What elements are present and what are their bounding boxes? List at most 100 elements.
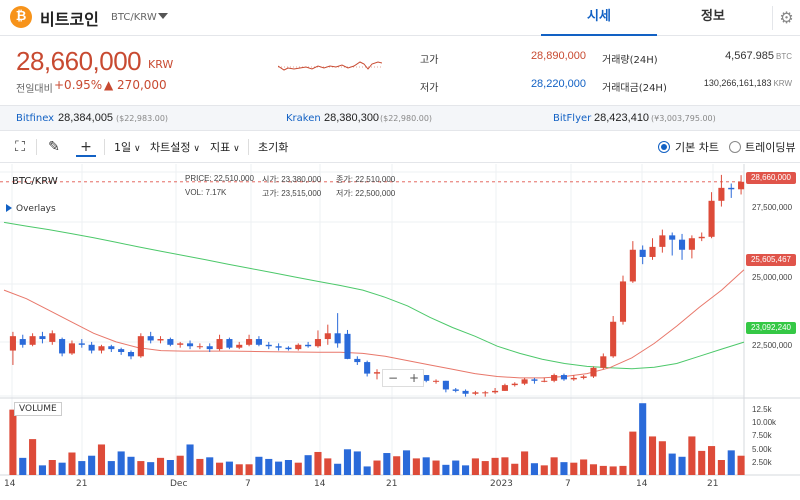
volume-bar [38,465,46,475]
tab-market[interactable]: 시세 [541,0,657,36]
legend-open: 시가: 23,380,000 [262,174,321,185]
legend-close: 종가: 22,510,000 [336,174,395,185]
candle-body [678,239,686,250]
indicators-menu[interactable]: 지표 ∨ [210,139,240,155]
candle-body [698,236,705,239]
turnover-24h-unit: KRW [773,79,792,88]
chart-settings-menu[interactable]: 차트설정 ∨ [150,139,200,155]
candle-body [472,392,479,394]
sparkline-line [278,61,382,71]
volume-bar [196,458,204,475]
candle-body [423,375,430,381]
volume-bar [107,461,115,475]
candle-body [432,380,440,382]
candle-body [236,344,243,348]
volume-bar [422,457,430,475]
chart-canvas[interactable] [0,164,800,500]
candle-body [147,336,154,341]
volume-bar [304,455,312,475]
candle-body [295,344,302,350]
volume-bar [383,453,391,475]
crosshair-icon[interactable]: + [76,137,96,157]
tab-info[interactable]: 정보 [701,9,725,24]
exchange-usd-kraken: ($22,980.00) [380,114,433,123]
volume-bar [609,466,617,475]
volume-bar [353,451,361,475]
candle-body [541,380,548,382]
volume-bar [186,444,194,475]
zoom-in-button[interactable]: + [408,371,420,385]
low-label: 저가 [420,83,439,94]
volume-bar [658,441,666,475]
chevron-down-icon: ∨ [190,144,200,154]
candle-body [649,246,656,257]
gear-icon[interactable]: ⚙ [772,6,800,30]
volume-bar [97,444,106,475]
high-label: 고가 [420,55,439,66]
volume-24h-unit: BTC [776,52,792,61]
x-tick-label: Dec [170,479,188,489]
basic-chart-radio[interactable] [658,141,670,153]
volume-bar [462,465,470,475]
coin-pair[interactable]: BTC/KRW [111,12,157,23]
volume-bar [727,450,735,475]
candle-body [708,200,715,237]
candle-body [462,390,469,394]
fullscreen-icon[interactable]: ⛶ [15,139,25,155]
chevron-down-icon[interactable] [158,13,168,19]
x-tick-label: 21 [76,479,88,489]
exchange-name-kraken[interactable]: Kraken [286,113,321,124]
volume-bar [678,456,686,475]
tradingview-label[interactable]: 트레이딩뷰 [745,141,796,154]
turnover-24h: 130,266,161,183 KRW [670,78,792,88]
candle-body [39,336,46,340]
exchange-price-kraken: 28,380,300 [324,112,380,124]
interval-select[interactable]: 1일 ∨ [114,139,141,155]
chevron-down-icon: ∨ [230,144,240,154]
volume-bar [166,460,174,475]
volume-bar [511,463,519,475]
candle-body [373,372,381,374]
x-tick-label: 2023 [490,479,513,489]
candle-body [255,339,262,345]
candle-body [551,375,558,381]
volume-bar [29,439,37,475]
y-tag-ma-short: 25,605,467 [746,254,796,266]
candle-body [501,385,508,391]
legend-open-label: 시가: [262,175,279,184]
candle-body [246,339,253,345]
vol-tick-label: 2.50k [752,458,772,467]
y-tick-label: 22,500,000 [752,341,793,350]
volume-bar [275,461,283,475]
tradingview-radio[interactable] [729,141,741,153]
legend-low-value: 22,500,000 [355,189,396,198]
vol-tick-label: 12.5k [752,405,772,414]
ma-short-line [3,269,745,379]
legend-low: 저가: 22,500,000 [336,188,395,199]
volume-bar [393,456,401,475]
change-label: 전일대비 [16,84,53,95]
overlays-toggle[interactable]: Overlays [6,204,56,214]
x-tick-label: 14 [4,479,16,489]
triangle-right-icon [6,204,12,212]
legend-low-label: 저가: [336,189,353,198]
volume-bar [491,457,499,475]
volume-bar [570,462,578,475]
legend-close-label: 종가: [336,175,353,184]
price-chart[interactable]: BTC/KRW PRICE: 22,510,000 시가: 23,380,000… [0,164,800,500]
candle-body [78,343,85,345]
candle-body [88,344,95,351]
volume-bar [412,458,420,475]
y-tag-ma-long: 23,092,240 [746,322,796,334]
coin-name[interactable]: 비트코인 [40,10,99,29]
exchange-name-bitfinex[interactable]: Bitfinex [16,113,55,124]
zoom-out-button[interactable]: − [387,371,399,385]
candle-body [186,343,194,347]
exchange-name-bitflyer[interactable]: BitFlyer [553,113,592,124]
basic-chart-label[interactable]: 기본 차트 [675,141,719,154]
exchange-usd-bitflyer: (¥3,003,795.00) [651,114,716,123]
candle-body [610,321,617,357]
y-tag-last-price: 28,660,000 [746,172,796,184]
pencil-icon[interactable]: ✎ [48,139,60,155]
reset-button[interactable]: 초기화 [258,141,289,154]
